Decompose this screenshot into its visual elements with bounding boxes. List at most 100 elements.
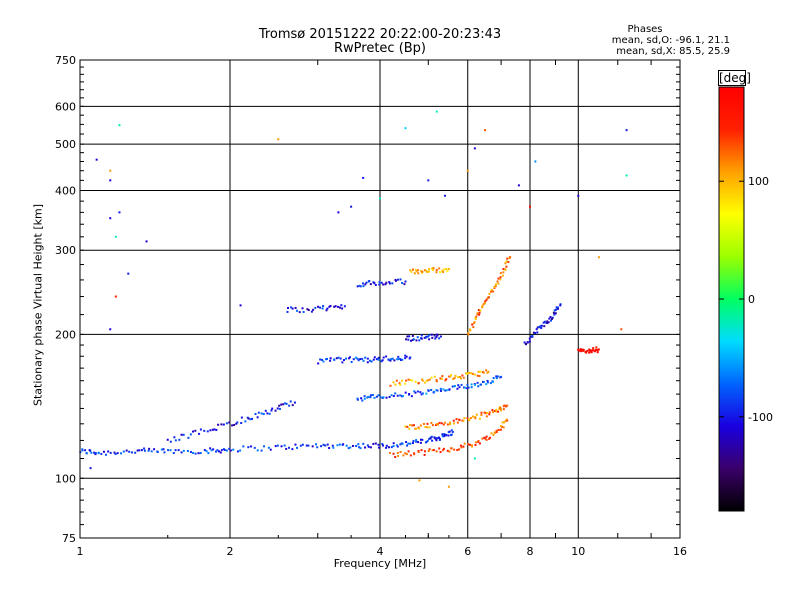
trace-point (467, 372, 470, 375)
trace-point (372, 358, 375, 361)
trace-point (352, 358, 355, 361)
trace-point (597, 348, 600, 351)
trace-point (420, 393, 423, 396)
trace-point (466, 383, 469, 386)
trace-point (219, 451, 222, 454)
trace-point (399, 451, 402, 454)
trace-point (435, 380, 438, 383)
trace-point (197, 452, 200, 455)
trace-point (432, 449, 435, 452)
trace-point (331, 444, 334, 447)
trace-point (452, 385, 455, 388)
trace-point (409, 378, 412, 381)
trace-point (426, 271, 429, 274)
trace-point (140, 449, 143, 452)
trace-point (559, 303, 562, 306)
trace-point (293, 401, 296, 404)
trace-point (368, 279, 371, 282)
trace-point (552, 311, 555, 314)
trace-point (442, 447, 445, 450)
trace-point (311, 445, 314, 448)
trace-point (438, 337, 441, 340)
trace-point (401, 358, 404, 361)
trace-point (404, 357, 407, 360)
trace-point (482, 303, 485, 306)
trace-point (413, 272, 416, 275)
trace-point (262, 413, 265, 416)
trace-point (399, 394, 402, 397)
trace-point (427, 389, 430, 392)
trace-point (223, 448, 226, 451)
trace-point (436, 437, 439, 440)
trace-point (400, 358, 403, 361)
trace-point (394, 455, 397, 458)
y-tick-label: 400 (55, 184, 76, 197)
trace-point (147, 449, 150, 452)
trace-point (474, 416, 477, 419)
trace-point (450, 374, 453, 377)
trace-point (438, 447, 441, 450)
trace-point (447, 268, 450, 271)
trace-point (329, 359, 332, 362)
trace-point (579, 350, 582, 353)
trace-point (416, 336, 419, 339)
trace-point (428, 334, 431, 337)
trace-point (236, 450, 239, 453)
trace-point (399, 278, 402, 281)
trace-point (247, 446, 250, 449)
trace-point (431, 449, 434, 452)
trace-point (317, 305, 320, 308)
x-tick-label: 1 (77, 545, 84, 558)
trace-point (180, 451, 183, 454)
trace-point (445, 378, 448, 381)
trace-point (366, 357, 369, 360)
trace-point (454, 374, 457, 377)
trace-point (240, 416, 243, 419)
trace-point (495, 408, 498, 411)
trace-point (435, 389, 438, 392)
trace-point (250, 445, 253, 448)
trace-point (475, 413, 478, 416)
trace-point (328, 447, 331, 450)
trace-point (537, 326, 540, 329)
trace-point (333, 358, 336, 361)
trace-point (477, 385, 480, 388)
trace-point (379, 396, 382, 399)
trace-point (417, 382, 420, 385)
trace-point (397, 455, 400, 458)
trace-point (420, 270, 423, 273)
trace-point (485, 383, 488, 386)
phase-stats-o: mean, sd,O: -96.1, 21.1 (611, 35, 730, 46)
trace-point (340, 304, 343, 307)
trace-point (435, 439, 438, 442)
trace-point (381, 442, 384, 445)
trace-point (288, 404, 291, 407)
trace-point (405, 379, 408, 382)
trace-point (278, 407, 281, 410)
trace-point (396, 394, 399, 397)
trace-point (408, 392, 411, 395)
trace-point (482, 381, 485, 384)
trace-point (229, 449, 232, 452)
trace-point (453, 377, 456, 380)
trace-point (412, 441, 415, 444)
trace-point (594, 348, 597, 351)
trace-point (407, 338, 410, 341)
trace-point (471, 372, 474, 375)
trace-point (449, 421, 452, 424)
trace-point (470, 383, 473, 386)
scatter-point (109, 217, 112, 220)
trace-point (109, 451, 112, 454)
trace-point (419, 441, 422, 444)
x-axis-label: Frequency [MHz] (333, 557, 427, 570)
colorbar-unit-label: [deg] (718, 70, 751, 86)
trace-point (424, 381, 427, 384)
trace-point (356, 357, 359, 360)
trace-point (416, 390, 419, 393)
trace-point (477, 370, 480, 373)
trace-point (476, 312, 479, 315)
trace-point (472, 326, 475, 329)
trace-point (488, 437, 491, 440)
trace-point (468, 443, 471, 446)
scatter-point (427, 179, 430, 182)
